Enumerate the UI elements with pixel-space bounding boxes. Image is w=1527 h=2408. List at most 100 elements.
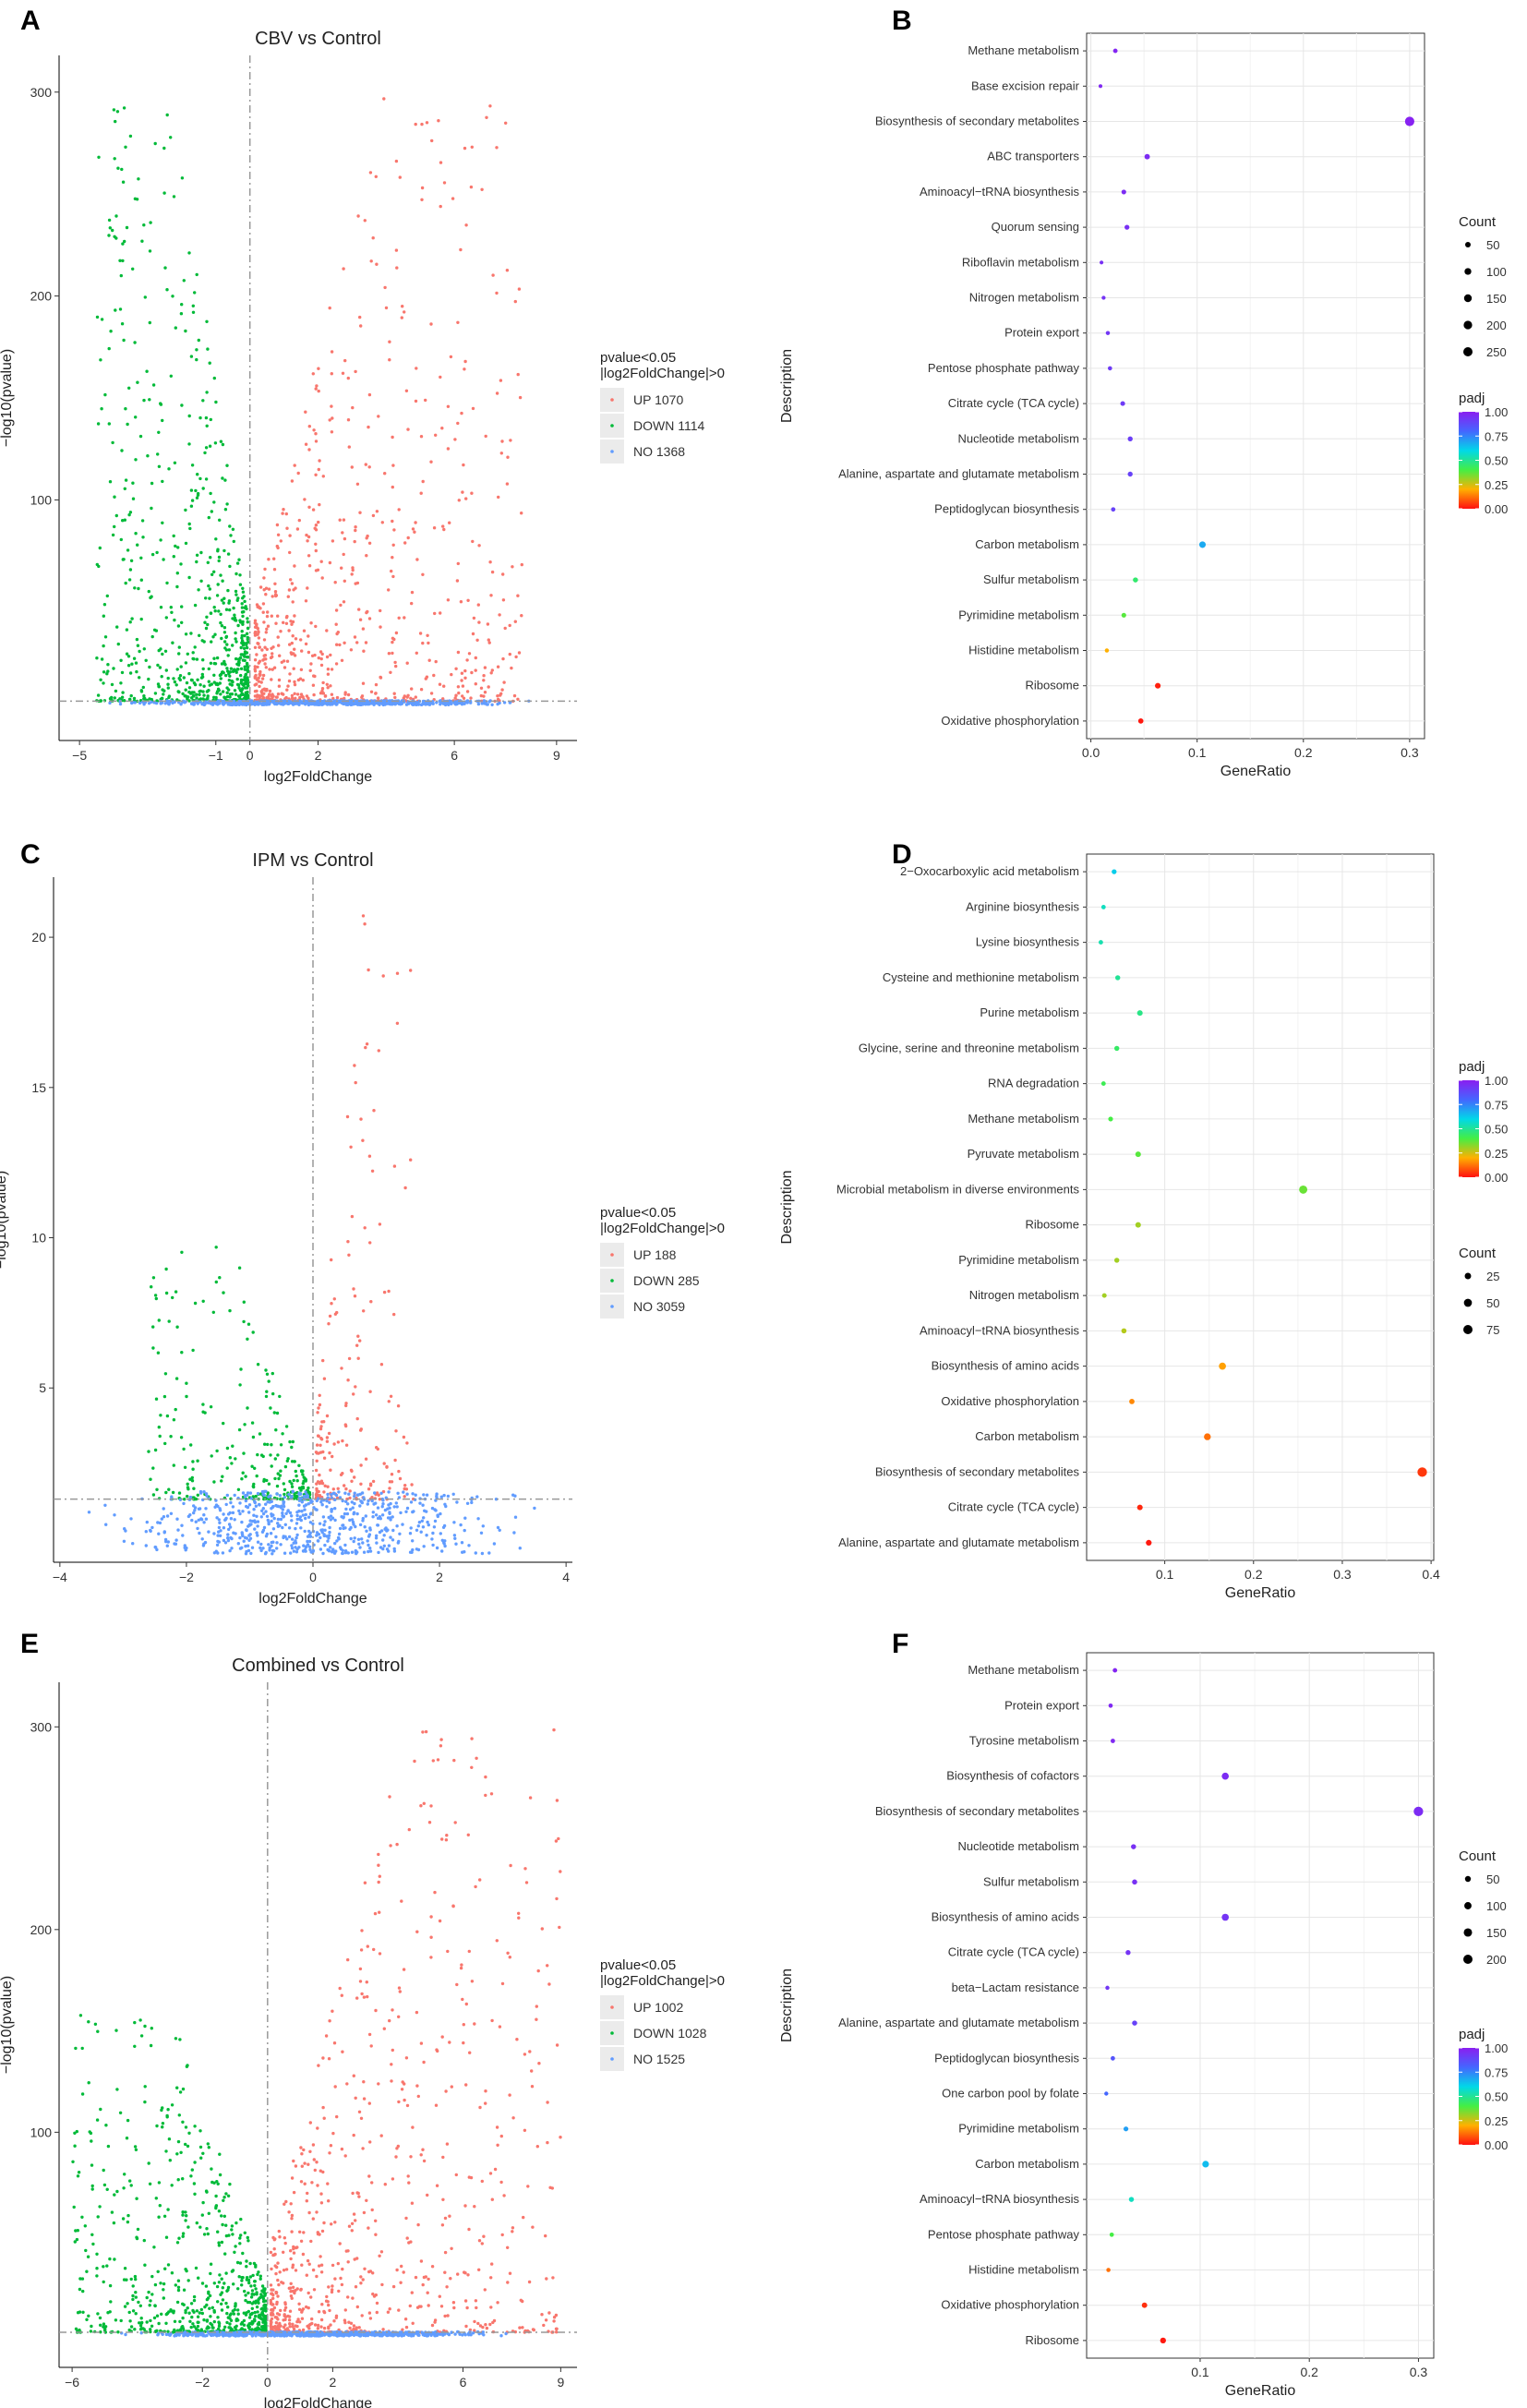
no-gene-point: [174, 1542, 178, 1546]
enrichment-dot: [1101, 1293, 1107, 1298]
up-gene-point: [382, 2027, 386, 2030]
down-gene-point: [157, 464, 162, 468]
up-gene-point: [338, 2242, 342, 2245]
down-gene-point: [234, 669, 238, 673]
down-gene-point: [128, 620, 132, 624]
y-tick-label: 300: [30, 1719, 53, 1734]
up-gene-point: [292, 2251, 296, 2255]
up-gene-point: [512, 693, 517, 698]
up-gene-point: [365, 1981, 368, 1984]
up-gene-point: [261, 658, 265, 662]
up-gene-point: [415, 651, 418, 655]
up-gene-point: [351, 2296, 355, 2300]
down-gene-point: [96, 2312, 100, 2316]
down-gene-point: [184, 2125, 188, 2129]
down-gene-point: [182, 2288, 186, 2292]
up-gene-point: [358, 618, 363, 621]
down-gene-point: [202, 2233, 207, 2236]
up-gene-point: [253, 665, 257, 668]
down-gene-point: [138, 2328, 143, 2331]
down-gene-point: [118, 259, 122, 262]
down-gene-point: [212, 376, 216, 380]
down-gene-point: [229, 667, 234, 670]
up-gene-point: [308, 668, 312, 672]
y-axis-label: −log10(pvalue): [0, 349, 15, 447]
up-gene-point: [395, 266, 399, 270]
up-gene-point: [426, 633, 429, 637]
down-gene-point: [206, 2296, 210, 2300]
down-gene-point: [191, 1467, 195, 1471]
no-gene-point: [353, 1494, 356, 1499]
no-gene-point: [295, 1533, 299, 1537]
down-gene-point: [246, 1322, 251, 1326]
up-gene-point: [307, 2210, 311, 2215]
up-gene-point: [291, 634, 295, 638]
up-gene-point: [274, 621, 278, 625]
down-gene-point: [250, 1464, 254, 1468]
down-gene-point: [195, 348, 198, 352]
up-gene-point: [398, 1476, 403, 1481]
up-gene-point: [275, 695, 279, 699]
down-gene-point: [173, 618, 176, 622]
down-gene-point: [139, 617, 143, 621]
up-gene-point: [330, 668, 334, 671]
down-gene-point: [145, 369, 149, 373]
down-gene-point: [131, 267, 135, 271]
up-gene-point: [414, 695, 417, 699]
legend-title: pvalue<0.05: [600, 1205, 676, 1221]
up-gene-point: [506, 2281, 510, 2284]
no-gene-point: [388, 1511, 391, 1514]
up-gene-point: [427, 2304, 430, 2307]
up-gene-point: [446, 404, 451, 408]
no-gene-point: [271, 700, 275, 704]
no-gene-point: [425, 1510, 428, 1513]
down-gene-point: [247, 2322, 251, 2326]
down-gene-point: [193, 291, 197, 295]
up-gene-point: [370, 2181, 374, 2185]
up-gene-point: [318, 1393, 321, 1398]
no-gene-point: [474, 1551, 477, 1555]
down-gene-point: [126, 548, 130, 552]
up-gene-point: [454, 667, 458, 670]
down-gene-point: [250, 2319, 254, 2324]
down-gene-point: [140, 239, 144, 243]
up-gene-point: [326, 686, 330, 690]
no-gene-point: [250, 1546, 255, 1549]
up-gene-point: [429, 460, 433, 464]
up-gene-point: [306, 539, 309, 543]
down-gene-point: [246, 666, 250, 669]
up-gene-point: [343, 2318, 347, 2322]
down-gene-point: [231, 644, 234, 647]
down-gene-point: [239, 645, 243, 650]
up-gene-point: [496, 694, 499, 698]
no-gene-point: [202, 1490, 206, 1494]
up-gene-point: [371, 1479, 376, 1484]
down-gene-point: [275, 1411, 280, 1415]
up-gene-point: [437, 119, 440, 123]
up-gene-point: [282, 508, 285, 512]
up-gene-point: [451, 1904, 455, 1908]
up-gene-point: [318, 1403, 322, 1407]
no-gene-point: [453, 702, 457, 706]
up-gene-point: [343, 692, 347, 696]
x-tick-label: 4: [562, 1570, 570, 1584]
up-gene-point: [547, 2311, 551, 2315]
up-gene-point: [393, 660, 397, 665]
down-gene-point: [201, 2200, 205, 2205]
count-legend-dot: [1464, 241, 1472, 248]
enrichment-dot: [1114, 975, 1121, 981]
down-gene-point: [173, 2330, 176, 2334]
up-gene-point: [333, 581, 337, 584]
down-gene-point: [193, 682, 198, 687]
up-gene-point: [327, 1431, 331, 1436]
up-gene-point: [356, 1356, 360, 1360]
no-gene-point: [416, 703, 421, 706]
no-gene-point: [323, 1528, 327, 1533]
down-gene-point: [149, 2328, 152, 2331]
up-gene-point: [405, 1441, 409, 1445]
enrichment-dot: [1127, 471, 1133, 477]
legend-key-dot: [610, 398, 614, 402]
no-gene-point: [476, 1517, 480, 1521]
up-gene-point: [472, 616, 476, 620]
